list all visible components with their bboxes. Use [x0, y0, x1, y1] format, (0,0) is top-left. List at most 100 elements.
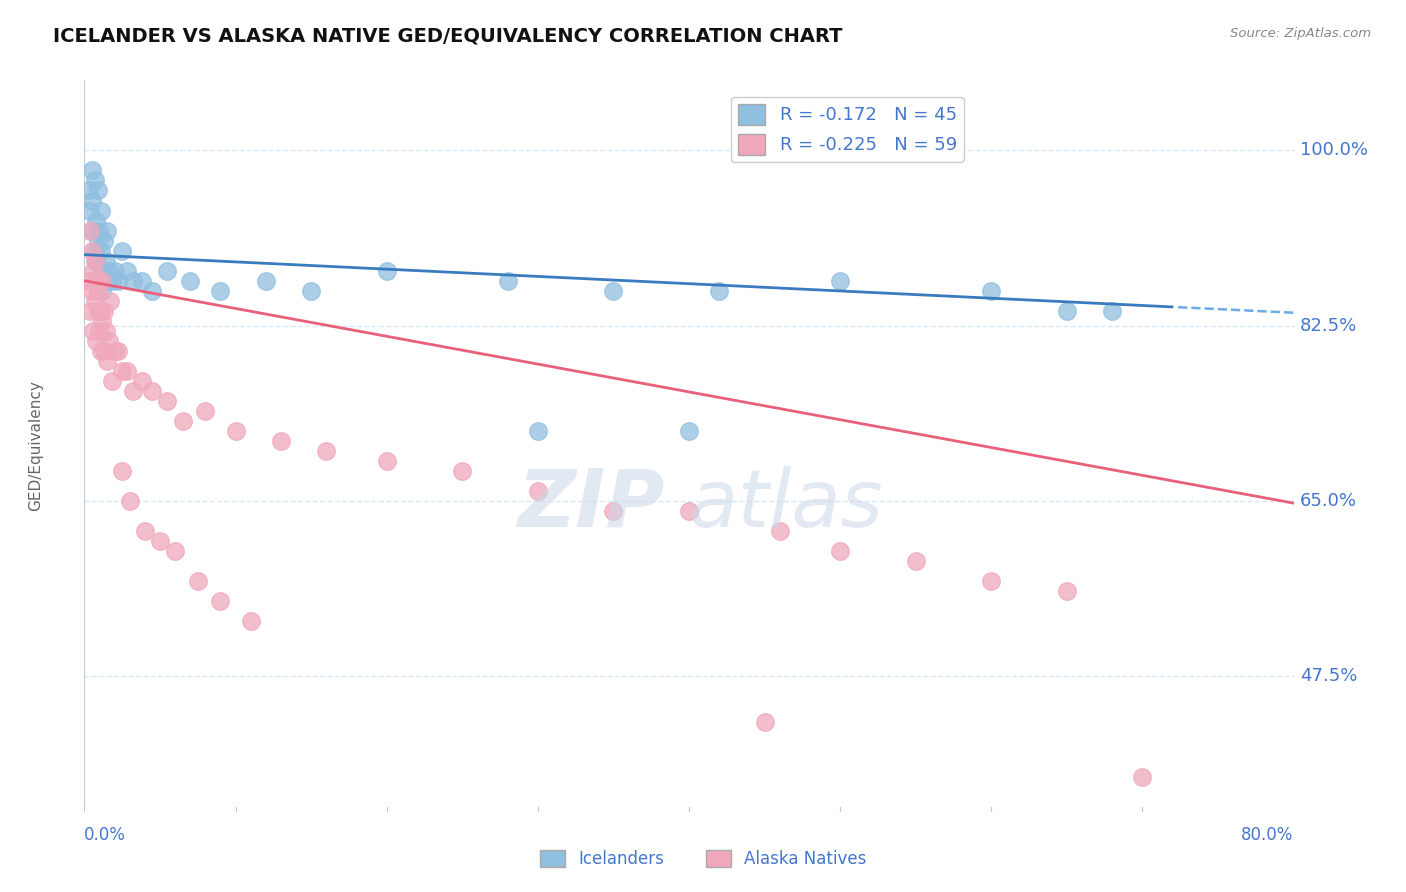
Point	[91, 284, 114, 298]
Point	[830, 274, 852, 288]
Point	[89, 274, 111, 288]
Point	[91, 274, 114, 288]
Point	[107, 274, 129, 288]
Point	[93, 303, 115, 318]
Point	[79, 203, 101, 218]
Point	[375, 263, 398, 277]
Point	[375, 454, 398, 468]
Point	[89, 274, 111, 288]
Point	[87, 303, 110, 318]
Point	[87, 284, 110, 298]
Point	[1101, 303, 1123, 318]
Point	[80, 284, 103, 298]
Point	[86, 213, 108, 227]
Point	[121, 274, 143, 288]
Point	[115, 263, 138, 277]
Point	[980, 284, 1002, 298]
Point	[187, 574, 209, 589]
Point	[134, 524, 156, 538]
Point	[1056, 303, 1078, 318]
Point	[94, 324, 117, 338]
Point	[451, 464, 474, 478]
Point	[94, 253, 117, 268]
Point	[904, 554, 927, 568]
Point	[87, 184, 110, 198]
Point	[209, 284, 232, 298]
Point	[84, 293, 107, 308]
Point	[709, 284, 731, 298]
Point	[980, 574, 1002, 589]
Point	[115, 364, 138, 378]
Point	[96, 223, 118, 237]
Point	[270, 434, 292, 448]
Point	[141, 384, 163, 398]
Text: 0.0%: 0.0%	[84, 826, 127, 844]
Point	[87, 234, 110, 248]
Point	[527, 424, 550, 438]
Point	[96, 354, 118, 368]
Point	[97, 263, 120, 277]
Point	[830, 544, 852, 558]
Point	[111, 464, 134, 478]
Text: Source: ZipAtlas.com: Source: ZipAtlas.com	[1230, 27, 1371, 40]
Text: 47.5%: 47.5%	[1299, 667, 1357, 685]
Point	[90, 303, 112, 318]
Point	[225, 424, 247, 438]
Point	[111, 244, 134, 258]
Point	[299, 284, 322, 298]
Text: 65.0%: 65.0%	[1299, 492, 1357, 510]
Point	[165, 544, 187, 558]
Point	[86, 334, 108, 348]
Point	[86, 253, 108, 268]
Text: atlas: atlas	[689, 466, 884, 543]
Point	[239, 615, 262, 629]
Point	[111, 364, 134, 378]
Point	[209, 594, 232, 608]
Point	[96, 274, 118, 288]
Point	[131, 374, 153, 388]
Text: ZIP: ZIP	[517, 466, 665, 543]
Point	[77, 184, 100, 198]
Text: GED/Equivalency: GED/Equivalency	[28, 381, 44, 511]
Point	[91, 263, 114, 277]
Point	[89, 223, 111, 237]
Point	[107, 343, 129, 358]
Point	[98, 293, 121, 308]
Point	[678, 424, 700, 438]
Point	[754, 714, 776, 729]
Point	[602, 504, 624, 518]
Point	[118, 494, 141, 508]
Point	[156, 393, 179, 408]
Point	[82, 223, 104, 237]
Point	[93, 234, 115, 248]
Point	[315, 444, 337, 458]
Text: 100.0%: 100.0%	[1299, 142, 1368, 160]
Text: ICELANDER VS ALASKA NATIVE GED/EQUIVALENCY CORRELATION CHART: ICELANDER VS ALASKA NATIVE GED/EQUIVALEN…	[53, 27, 844, 45]
Point	[89, 324, 111, 338]
Point	[91, 314, 114, 328]
Point	[149, 534, 172, 549]
Point	[79, 303, 101, 318]
Point	[104, 343, 127, 358]
Point	[496, 274, 519, 288]
Point	[121, 384, 143, 398]
Point	[82, 324, 104, 338]
Point	[100, 274, 122, 288]
Point	[1130, 770, 1153, 784]
Point	[254, 274, 277, 288]
Text: 82.5%: 82.5%	[1299, 317, 1357, 334]
Point	[769, 524, 792, 538]
Point	[84, 173, 107, 187]
Point	[602, 284, 624, 298]
Text: 80.0%: 80.0%	[1241, 826, 1294, 844]
Point	[90, 203, 112, 218]
Point	[84, 253, 107, 268]
Point	[678, 504, 700, 518]
Point	[172, 414, 194, 428]
Point	[131, 274, 153, 288]
Point	[156, 263, 179, 277]
Point	[84, 244, 107, 258]
Point	[141, 284, 163, 298]
Point	[179, 274, 201, 288]
Point	[90, 343, 112, 358]
